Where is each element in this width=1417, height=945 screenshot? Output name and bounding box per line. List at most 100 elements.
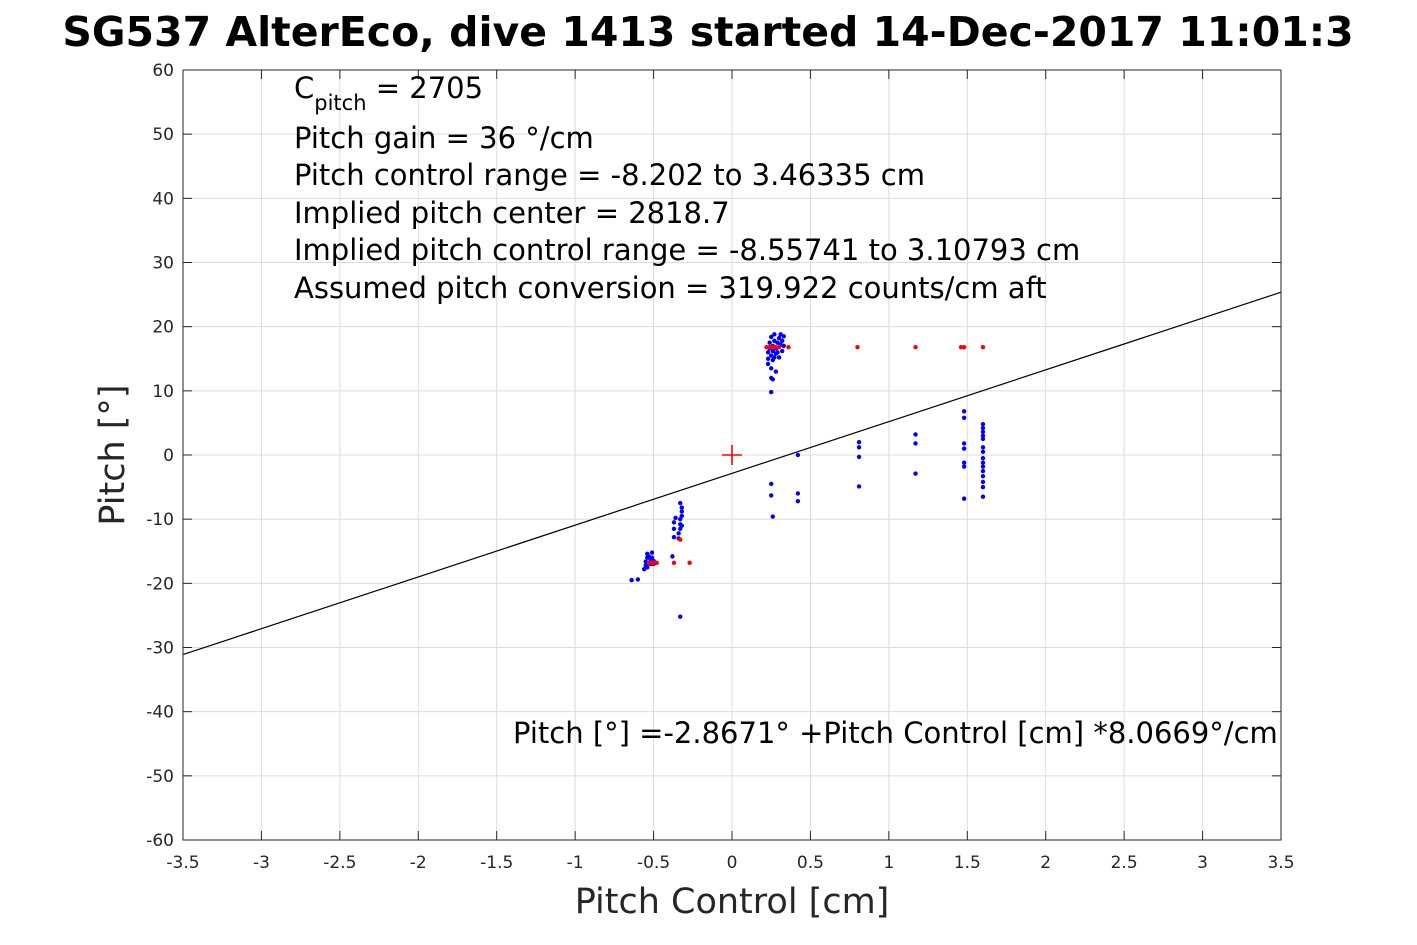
blue-data-point — [913, 471, 918, 476]
implied-center-annotation: Implied pitch center = 2818.7 — [294, 196, 730, 230]
blue-data-point — [913, 432, 918, 437]
blue-data-point — [678, 614, 683, 619]
blue-data-point — [961, 446, 967, 451]
blue-data-point — [769, 366, 774, 371]
blue-data-point — [980, 422, 986, 427]
red-data-point — [786, 345, 791, 350]
x-tick-label: -3 — [253, 853, 270, 873]
x-tick-label: -0.5 — [637, 853, 670, 873]
control-range-annotation: Pitch control range = -8.202 to 3.46335 … — [294, 158, 925, 192]
blue-data-point — [980, 445, 986, 450]
blue-data-point — [679, 505, 685, 510]
blue-data-point — [961, 441, 967, 446]
implied-range-annotation: Implied pitch control range = -8.55741 t… — [294, 233, 1080, 267]
blue-data-point — [679, 513, 685, 519]
blue-data-point — [629, 577, 634, 583]
x-tick-label: 2.5 — [1111, 853, 1138, 873]
grid-lines — [182, 69, 1282, 841]
red-data-point — [776, 345, 782, 350]
blue-data-point — [770, 377, 775, 382]
blue-data-point — [671, 520, 677, 525]
blue-data-point — [772, 332, 777, 337]
red-data-point — [651, 560, 656, 565]
blue-data-point — [980, 429, 986, 435]
blue-data-point — [856, 445, 862, 450]
blue-data-point — [676, 531, 681, 536]
blue-data-point — [980, 460, 986, 465]
blue-data-point — [779, 338, 785, 343]
blue-data-point — [980, 473, 986, 479]
x-axis-label: Pitch Control [cm] — [575, 882, 890, 922]
red-data-point — [767, 345, 772, 350]
blue-data-point — [961, 409, 967, 414]
blue-data-point — [645, 565, 650, 570]
x-tick-label: -2 — [410, 853, 427, 873]
blue-data-point — [913, 441, 918, 446]
red-data-point — [980, 345, 986, 350]
fit-equation-annotation: Pitch [°] =-2.8671° +Pitch Control [cm] … — [513, 716, 1278, 750]
red-data-point — [855, 345, 860, 350]
blue-data-point — [980, 468, 986, 474]
c-pitch-value: = 2705 — [367, 71, 484, 105]
blue-data-point — [980, 456, 986, 461]
blue-data-point — [678, 500, 683, 506]
blue-data-point — [770, 514, 775, 519]
x-tick-label: 0 — [727, 853, 738, 873]
y-tick-label: -50 — [146, 767, 174, 787]
blue-data-point — [765, 350, 771, 355]
blue-data-point — [765, 361, 771, 367]
pitch-gain-annotation: Pitch gain = 36 °/cm — [294, 121, 594, 155]
blue-data-point — [980, 494, 986, 499]
blue-data-point — [767, 340, 772, 345]
x-tick-label: 2 — [1040, 853, 1051, 873]
blue-data-point — [856, 439, 862, 445]
blue-data-point — [649, 550, 655, 555]
blue-data-point — [775, 350, 780, 355]
blue-data-point — [980, 433, 986, 438]
y-tick-label: 40 — [152, 189, 174, 209]
x-tick-label: 3 — [1197, 853, 1208, 873]
conversion-annotation: Assumed pitch conversion = 319.922 count… — [294, 271, 1047, 305]
y-tick-label: 0 — [163, 446, 174, 466]
blue-data-point — [670, 554, 675, 559]
blue-data-point — [961, 415, 967, 420]
red-data-point — [687, 560, 692, 565]
blue-data-point — [980, 479, 986, 485]
red-data-point — [773, 345, 779, 350]
x-tick-label: -3.5 — [166, 853, 199, 873]
y-tick-label: -20 — [146, 574, 174, 594]
y-axis-ticks: -60 -50 -40 -30 -20 -10 0 10 20 30 40 50 60 — [146, 61, 1281, 851]
blue-data-point — [671, 534, 677, 540]
blue-data-point — [961, 460, 967, 465]
red-data-point — [646, 560, 652, 565]
red-data-point — [671, 560, 677, 565]
x-axis-ticks: -3.5 -3 -2.5 -2 -1.5 -1 -0.5 0 0.5 1 1.5 2 2.5 3 3.5 — [166, 70, 1295, 873]
blue-data-point — [635, 577, 641, 582]
red-data-point — [958, 345, 964, 350]
blue-data-point — [856, 454, 862, 460]
red-data-point — [961, 345, 967, 350]
blue-data-point — [980, 464, 986, 469]
y-tick-label: 60 — [152, 61, 174, 81]
blue-data-point — [776, 355, 782, 360]
data-points — [629, 332, 986, 619]
blue-data-point — [961, 464, 967, 469]
red-data-point — [764, 345, 769, 350]
x-tick-label: -1.5 — [480, 853, 513, 873]
y-tick-label: 10 — [152, 382, 174, 402]
x-tick-label: 0.5 — [797, 853, 824, 873]
blue-data-point — [769, 493, 774, 498]
y-tick-label: -10 — [146, 510, 174, 530]
blue-data-point — [649, 555, 655, 560]
blue-data-point — [795, 491, 801, 496]
blue-data-point — [769, 389, 774, 395]
blue-data-point — [769, 334, 774, 340]
y-tick-label: 30 — [152, 254, 174, 274]
red-data-point — [654, 560, 659, 565]
y-tick-label: 50 — [152, 125, 174, 145]
blue-data-point — [679, 509, 685, 514]
blue-data-point — [779, 348, 785, 354]
x-tick-label: 1.5 — [954, 853, 981, 873]
blue-data-point — [856, 484, 862, 489]
